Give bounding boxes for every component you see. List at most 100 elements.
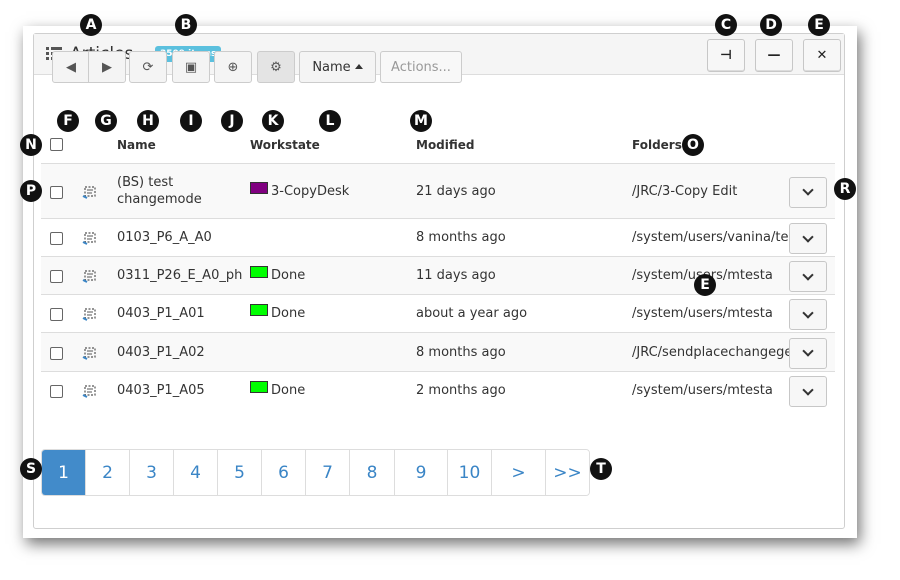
arrow-right-circle-icon: ▶ bbox=[102, 59, 112, 75]
pin-button[interactable]: ⊣ bbox=[707, 39, 745, 72]
row-name[interactable]: 0311_P26_E_A0_photo bbox=[117, 268, 243, 283]
table-row[interactable]: 0403_P1_A05 Done 2 months ago/system/users… bbox=[41, 371, 835, 410]
page-link[interactable]: 3 bbox=[130, 450, 174, 495]
row-folder: /system/users/mtesta bbox=[632, 383, 773, 398]
callout-marker: S bbox=[20, 458, 42, 480]
row-name[interactable]: 0103_P6_A_A0 bbox=[117, 230, 212, 245]
row-name[interactable]: 0403_P1_A02 bbox=[117, 344, 205, 360]
page-link[interactable]: 9 bbox=[395, 450, 448, 495]
actions-label: Actions... bbox=[391, 59, 451, 75]
callout-marker: K bbox=[262, 110, 284, 132]
gear-icon: ⚙ bbox=[270, 59, 282, 75]
chevron-down-icon bbox=[802, 184, 814, 196]
header-name[interactable]: Name bbox=[117, 138, 156, 152]
article-icon bbox=[82, 383, 98, 398]
row-name[interactable]: 0403_P1_A01 bbox=[117, 306, 205, 321]
zoom-button[interactable]: ⊕ bbox=[214, 51, 252, 83]
row-checkbox[interactable] bbox=[50, 185, 63, 199]
chevron-down-icon bbox=[802, 383, 814, 396]
page-link[interactable]: 6 bbox=[262, 450, 306, 495]
callout-marker: H bbox=[137, 110, 159, 132]
row-menu-button[interactable] bbox=[789, 376, 827, 407]
page-link[interactable]: 7 bbox=[306, 450, 350, 495]
page-link[interactable]: 2 bbox=[86, 450, 130, 495]
callout-marker: D bbox=[760, 14, 782, 36]
actions-dropdown[interactable]: Actions... bbox=[380, 51, 462, 83]
row-folder: /system/users/vanina/test bbox=[632, 230, 790, 245]
page-link[interactable]: > bbox=[492, 450, 546, 495]
row-checkbox[interactable] bbox=[50, 385, 63, 398]
row-workstate: Done bbox=[250, 266, 305, 283]
workstate-label: Done bbox=[271, 383, 306, 398]
chevron-down-icon bbox=[802, 306, 814, 319]
callout-marker: G bbox=[95, 110, 117, 132]
forward-button[interactable]: ▶ bbox=[88, 51, 126, 83]
sort-label: Name bbox=[312, 59, 351, 75]
workstate-label: Done bbox=[271, 306, 306, 321]
article-icon bbox=[82, 184, 98, 199]
article-icon bbox=[82, 345, 98, 360]
close-icon: ✕ bbox=[816, 48, 828, 63]
pin-icon: ⊣ bbox=[720, 48, 732, 63]
table-row[interactable]: 0311_P26_E_A0_photoDone11 days ago/syste… bbox=[41, 256, 835, 295]
row-folder: /system/users/mtesta bbox=[632, 306, 773, 321]
table-row[interactable]: 0103_P6_A_A0 8 months ago/system/users/va… bbox=[41, 218, 835, 257]
close-button[interactable]: ✕ bbox=[803, 39, 841, 72]
callout-marker: R bbox=[834, 178, 856, 200]
table-row[interactable]: 0403_P1_A02 8 months ago/JRC/sendplacecha… bbox=[41, 332, 835, 372]
arrow-left-circle-icon: ◀ bbox=[66, 59, 76, 75]
callout-marker: E bbox=[808, 14, 830, 36]
row-modified: 8 months ago bbox=[416, 230, 506, 245]
row-menu-button[interactable] bbox=[789, 299, 827, 330]
callout-marker: C bbox=[715, 14, 737, 36]
caret-up-icon bbox=[354, 63, 363, 69]
select-all-checkbox[interactable] bbox=[50, 138, 63, 151]
settings-button[interactable]: ⚙ bbox=[257, 51, 295, 83]
row-menu-button[interactable] bbox=[789, 223, 827, 254]
row-checkbox[interactable] bbox=[50, 232, 63, 245]
refresh-button[interactable]: ⟳ bbox=[129, 51, 167, 83]
row-checkbox[interactable] bbox=[50, 346, 63, 360]
header-modified[interactable]: Modified bbox=[416, 138, 475, 152]
minimize-button[interactable]: — bbox=[755, 39, 793, 72]
callout-marker: I bbox=[180, 110, 202, 132]
save-button[interactable]: ▣ bbox=[172, 51, 210, 83]
article-icon bbox=[82, 268, 98, 283]
callout-marker: T bbox=[590, 458, 612, 480]
workstate-color-swatch bbox=[250, 304, 268, 316]
chevron-down-icon bbox=[802, 230, 814, 243]
callout-marker: J bbox=[221, 110, 243, 132]
row-workstate: Done bbox=[250, 304, 305, 321]
row-modified: 11 days ago bbox=[416, 268, 496, 283]
page-link[interactable]: 1 bbox=[42, 450, 86, 495]
callout-marker: B bbox=[175, 14, 197, 36]
callout-marker: L bbox=[319, 110, 341, 132]
row-menu-button[interactable] bbox=[789, 337, 827, 369]
row-workstate: 3-CopyDesk bbox=[250, 181, 350, 199]
callout-marker: A bbox=[80, 14, 102, 36]
page-link[interactable]: 10 bbox=[448, 450, 492, 495]
row-modified: 2 months ago bbox=[416, 383, 506, 398]
back-button[interactable]: ◀ bbox=[52, 51, 90, 83]
pagination: 1 2 3 4 5 6 7 8 9 10 > >> bbox=[41, 449, 590, 496]
callout-marker: E bbox=[694, 274, 716, 296]
workstate-label: 3-CopyDesk bbox=[271, 183, 350, 199]
row-checkbox[interactable] bbox=[50, 270, 63, 283]
page-link[interactable]: >> bbox=[546, 450, 589, 495]
table-row[interactable]: 0403_P1_A01 Done about a year ago/system/u… bbox=[41, 294, 835, 333]
callout-marker: F bbox=[57, 110, 79, 132]
table-row[interactable]: (BS) test changemode 3-CopyDesk 21 days ag… bbox=[41, 163, 835, 219]
row-name[interactable]: (BS) test changemode bbox=[117, 175, 202, 207]
row-modified: 21 days ago bbox=[416, 183, 496, 199]
header-workstate[interactable]: Workstate bbox=[250, 138, 320, 152]
article-icon bbox=[82, 230, 98, 245]
page-link[interactable]: 5 bbox=[218, 450, 262, 495]
row-menu-button[interactable] bbox=[789, 261, 827, 292]
page-link[interactable]: 8 bbox=[350, 450, 395, 495]
row-name[interactable]: 0403_P1_A05 bbox=[117, 383, 205, 398]
row-checkbox[interactable] bbox=[50, 308, 63, 321]
page-link[interactable]: 4 bbox=[174, 450, 218, 495]
row-menu-button[interactable] bbox=[789, 176, 827, 208]
header-folders[interactable]: Folders bbox=[632, 138, 682, 152]
sort-dropdown[interactable]: Name bbox=[299, 51, 376, 83]
